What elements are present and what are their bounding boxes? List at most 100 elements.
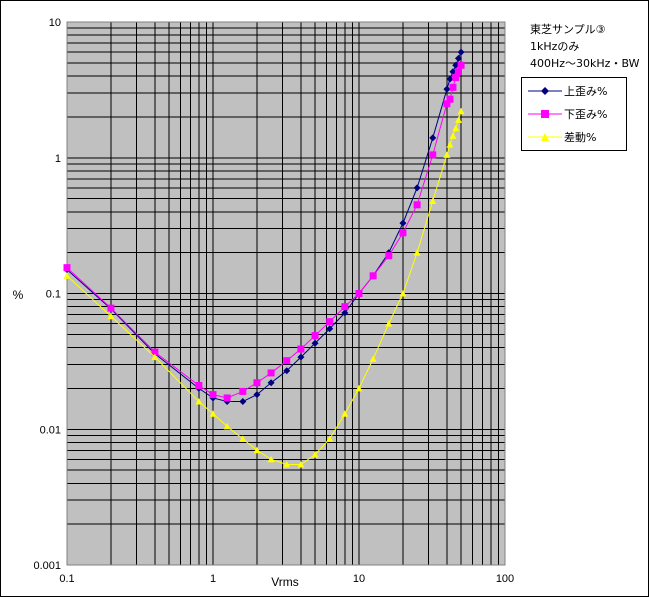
data-point: [267, 455, 275, 463]
legend-item-series-1: 上歪み%: [522, 81, 626, 101]
data-point: [63, 272, 71, 279]
chart-title-block: 東芝サンプル③ 1kHzのみ 400Hz～30kHz・BW: [530, 21, 639, 72]
data-point: [195, 382, 203, 390]
y-tick-label: 0.1: [46, 289, 61, 301]
chart-title-line-2: 1kHzのみ: [530, 40, 580, 53]
data-point: [454, 116, 462, 123]
data-point: [452, 74, 460, 82]
data-point: [297, 345, 305, 353]
legend-label-series-2: 下歪み%: [564, 108, 608, 121]
series-3: [63, 107, 465, 468]
data-point: [449, 132, 457, 139]
data-point: [63, 264, 71, 272]
tick-labels: 0.1 1 10 100 0.001 0.01 0.1 1 10: [33, 17, 514, 585]
data-point: [457, 107, 465, 115]
data-point: [253, 379, 261, 387]
data-point: [239, 435, 247, 442]
data-point: [385, 320, 393, 327]
series-2: [63, 61, 465, 402]
data-point: [253, 391, 261, 399]
data-point: [399, 219, 407, 227]
data-point: [454, 54, 462, 62]
y-tick-label: 0.01: [40, 424, 61, 436]
data-point: [446, 141, 454, 148]
data-point: [355, 384, 363, 392]
data-point: [452, 124, 460, 132]
data-point: [223, 422, 231, 430]
data-point: [311, 451, 319, 458]
data-point: [107, 312, 115, 320]
data-point: [429, 151, 437, 159]
legend-item-series-2: 下歪み%: [522, 104, 626, 124]
data-point: [283, 367, 291, 375]
data-point: [413, 201, 421, 209]
data-point: [253, 446, 261, 454]
data-point: [311, 339, 319, 347]
data-point: [369, 272, 377, 280]
data-point: [457, 61, 465, 69]
data-point: [457, 48, 465, 56]
data-point: [399, 229, 407, 237]
data-point: [399, 290, 407, 297]
plot-border: [66, 21, 506, 566]
data-point: [341, 303, 349, 311]
legend-swatch-square: [528, 110, 562, 118]
data-point: [443, 100, 451, 108]
data-point: [355, 290, 363, 297]
legend-swatch-triangle: [528, 133, 562, 141]
data-point: [326, 318, 334, 326]
y-tick-label: 10: [49, 17, 61, 29]
x-tick-label: 10: [353, 573, 365, 585]
y-tick-label: 1: [55, 153, 61, 165]
data-point: [449, 83, 457, 91]
data-point: [267, 379, 275, 387]
data-point: [223, 394, 231, 402]
y-axis-title: %: [13, 288, 24, 302]
data-point: [446, 75, 454, 83]
data-point: [369, 355, 377, 362]
data-point: [209, 410, 217, 417]
data-point: [446, 95, 454, 103]
data-point: [239, 387, 247, 395]
data-point: [283, 357, 291, 365]
data-point: [385, 252, 393, 260]
legend-label-series-1: 上歪み%: [564, 85, 608, 98]
data-point: [267, 369, 275, 377]
x-tick-label: 1: [210, 573, 216, 585]
x-tick-label: 0.1: [59, 573, 74, 585]
legend-label-series-3: 差動%: [564, 131, 597, 144]
data-point: [413, 249, 421, 256]
data-point: [151, 353, 159, 361]
data-point: [151, 348, 159, 356]
x-axis-title: Vrms: [271, 575, 299, 589]
data-point: [452, 61, 460, 69]
chart-title-line-3: 400Hz～30kHz・BW: [530, 57, 640, 70]
data-point: [326, 325, 334, 333]
data-point: [443, 151, 451, 158]
x-tick-label: 100: [496, 573, 514, 585]
data-point: [209, 391, 217, 399]
series-layer: [63, 48, 465, 468]
data-point: [341, 410, 349, 417]
data-point: [429, 197, 437, 205]
data-point: [297, 460, 305, 468]
data-point: [454, 68, 462, 76]
data-point: [326, 435, 334, 442]
data-point: [107, 304, 115, 312]
data-point: [283, 460, 291, 468]
y-tick-label: 0.001: [33, 560, 61, 572]
legend-item-series-3: 差動%: [522, 127, 626, 147]
legend: 上歪み% 下歪み% 差動%: [521, 77, 627, 151]
data-point: [341, 309, 349, 317]
data-point: [239, 398, 247, 406]
legend-swatch-diamond: [528, 87, 562, 95]
chart-title-line-1: 東芝サンプル③: [530, 23, 606, 36]
data-point: [443, 85, 451, 93]
data-point: [429, 134, 437, 142]
data-point: [449, 68, 457, 76]
data-point: [311, 332, 319, 340]
data-point: [297, 353, 305, 361]
data-point: [413, 184, 421, 192]
data-point: [195, 398, 203, 405]
